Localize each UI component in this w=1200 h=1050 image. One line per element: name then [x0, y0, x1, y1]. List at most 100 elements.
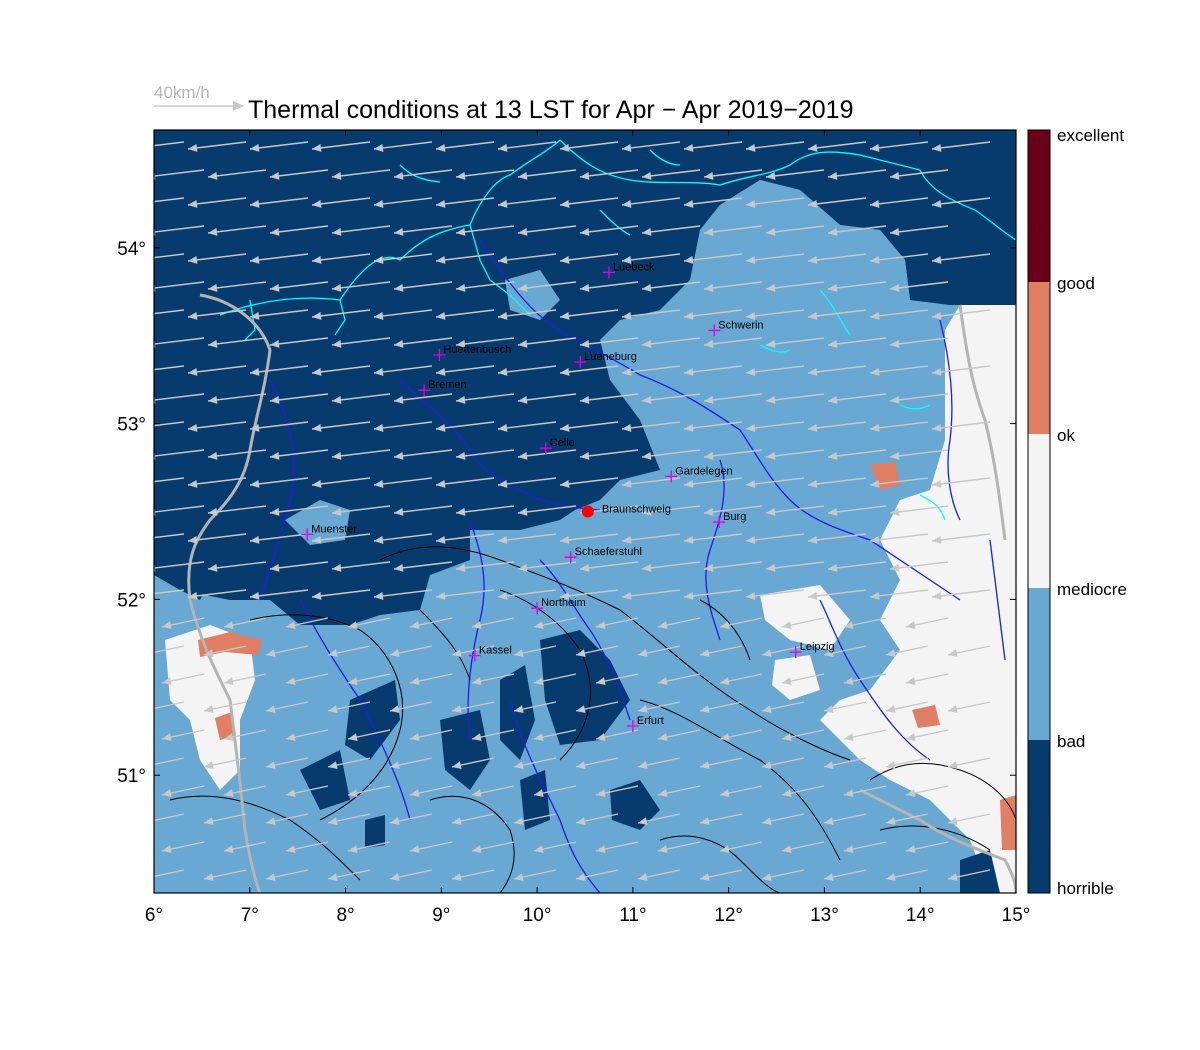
cross-icon [708, 324, 721, 337]
wind-arrowhead-icon [312, 479, 322, 488]
y-tick-label: 54° [117, 239, 146, 260]
wind-arrow [931, 421, 991, 430]
wind-arrowhead-icon [514, 817, 524, 826]
wind-arrowhead-icon [514, 705, 524, 714]
wind-arrowhead-icon [808, 311, 818, 320]
wind-arrow [455, 225, 515, 234]
wind-arrowhead-icon [576, 817, 586, 826]
city-marker: Luebeck [602, 261, 655, 279]
wind-arrow [827, 169, 887, 178]
wind-arrow [286, 898, 328, 907]
cross-icon [301, 528, 314, 541]
wind-arrowhead-icon [622, 255, 632, 264]
wind-arrow [497, 477, 557, 486]
wind-arrowhead-icon [410, 733, 420, 742]
wind-arrowhead-icon [642, 451, 652, 460]
wind-arrow [269, 449, 329, 458]
wind-arrow [154, 393, 205, 401]
wind-arrow [703, 505, 763, 514]
city-label: Erfurt [637, 715, 664, 727]
wind-arrow [703, 337, 763, 346]
wind-arrowhead-icon [250, 143, 260, 152]
wind-arrowhead-icon [394, 451, 404, 460]
wind-arrow [745, 365, 805, 374]
wind-arrowhead-icon [720, 621, 730, 630]
wind-arrow [393, 561, 453, 570]
wind-arrow [889, 393, 949, 402]
wind-arrow [311, 365, 371, 374]
wind-arrowhead-icon [518, 395, 528, 404]
wind-arrow [683, 197, 743, 206]
wind-arrowhead-icon [332, 395, 342, 404]
wind-arrowhead-icon [518, 283, 528, 292]
wind-arrow [331, 393, 391, 402]
wind-arrow [154, 365, 185, 371]
wind-arrow [187, 477, 247, 486]
wind-arrowhead-icon [332, 339, 342, 348]
x-tick-label: 14° [906, 905, 935, 926]
wind-arrow [641, 561, 701, 570]
wind-arrow [889, 337, 949, 346]
wind-arrow [579, 225, 639, 234]
wind-arrowhead-icon [808, 423, 818, 432]
wind-arrowhead-icon [782, 901, 792, 909]
wind-arrow [869, 589, 929, 598]
wind-arrow [517, 561, 577, 570]
wind-arrowhead-icon [890, 171, 900, 180]
wind-arrow [393, 169, 453, 178]
wind-arrowhead-icon [596, 677, 606, 686]
wind-arrowhead-icon [286, 677, 296, 686]
wind-arrow [827, 281, 887, 290]
area-mediocre-elbe [760, 585, 850, 650]
wind-arrow [154, 869, 185, 878]
wind-arrowhead-icon [390, 761, 400, 770]
x-tick-label: 6° [145, 905, 163, 926]
wind-arrowhead-icon [266, 817, 276, 826]
x-tick-label: 12° [714, 905, 743, 926]
wind-arrowhead-icon [374, 367, 384, 376]
wind-arrowhead-icon [580, 451, 590, 460]
wind-arrow [745, 253, 805, 262]
wind-arrow [517, 337, 577, 346]
wind-arrowhead-icon [456, 507, 466, 516]
wind-arrowhead-icon [534, 845, 544, 854]
wind-arrowhead-icon [224, 677, 234, 686]
wind-arrowhead-icon [684, 255, 694, 264]
city-marker: Erfurt [626, 715, 664, 732]
wind-arrowhead-icon [204, 705, 214, 714]
wind-arrow [559, 421, 619, 430]
wind-arrowhead-icon [498, 423, 508, 432]
wind-arrow [249, 477, 309, 486]
wind-arrowhead-icon [808, 535, 818, 544]
wind-arrowhead-icon [208, 395, 218, 404]
wind-arrow [207, 169, 267, 178]
wind-arrowhead-icon [374, 143, 384, 152]
wind-arrowhead-icon [436, 423, 446, 432]
wind-arrowhead-icon [518, 451, 528, 460]
wind-arrow [827, 337, 887, 346]
wind-arrowhead-icon [700, 873, 710, 882]
y-tick-label: 52° [117, 590, 146, 611]
terrain-contours [169, 546, 1016, 893]
wind-arrow [579, 393, 639, 402]
wind-arrowhead-icon [188, 479, 198, 488]
wind-arrowhead-icon [452, 761, 462, 770]
wind-arrow [249, 589, 309, 598]
wind-arrow [559, 589, 619, 598]
wind-arrowhead-icon [162, 733, 172, 742]
site-marker: Braunschweig [581, 504, 671, 518]
wind-arrow [844, 898, 886, 907]
wind-arrow [683, 477, 743, 486]
wind-arrowhead-icon [560, 479, 570, 488]
wind-arrowhead-icon [456, 451, 466, 460]
wind-arrow [765, 225, 825, 234]
wind-arrowhead-icon [266, 649, 276, 658]
wind-arrowhead-icon [188, 255, 198, 264]
wind-arrowhead-icon [576, 761, 586, 770]
wind-arrowhead-icon [348, 677, 358, 686]
wind-arrow [559, 477, 619, 486]
wind-arrowhead-icon [436, 535, 446, 544]
wind-arrowhead-icon [948, 817, 958, 826]
wind-arrowhead-icon [312, 535, 322, 544]
wind-arrow [683, 533, 743, 542]
